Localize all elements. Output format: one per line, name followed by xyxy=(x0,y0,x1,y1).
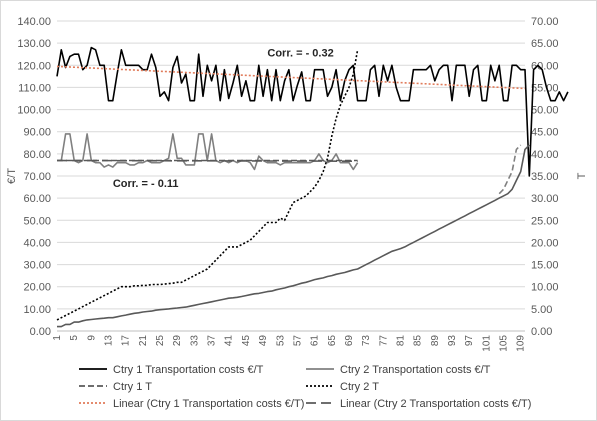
y2-tick-label: 40.00 xyxy=(531,149,559,161)
x-tick-label: 9 xyxy=(86,335,97,341)
y2-tick-label: 70.00 xyxy=(531,16,559,28)
legend-label: Ctry 1 T xyxy=(113,381,152,393)
y-tick-label: 50.00 xyxy=(23,215,51,227)
x-tick-label: 1 xyxy=(52,335,63,341)
series-line-linear-ctry-2-transportation-costs-t xyxy=(56,159,358,162)
y-tick-label: 0.00 xyxy=(30,326,51,338)
y-axis-title: €/T xyxy=(6,168,18,184)
x-tick-label: 33 xyxy=(189,335,200,347)
x-tick-label: 41 xyxy=(224,335,235,347)
series-line-ctry-2-t xyxy=(56,49,359,321)
y-tick-label: 140.00 xyxy=(17,16,51,28)
correlation-annotation: Corr. = - 0.11 xyxy=(113,178,179,190)
y-tick-label: 30.00 xyxy=(23,260,51,272)
x-tick-label: 85 xyxy=(413,335,424,347)
correlation-annotation: Corr. = - 0.32 xyxy=(267,47,333,59)
y-tick-label: 100.00 xyxy=(17,105,51,117)
x-tick-label: 109 xyxy=(516,335,527,352)
x-tick-label: 37 xyxy=(207,335,218,347)
y-tick-label: 40.00 xyxy=(23,237,51,249)
x-tick-label: 65 xyxy=(327,335,338,347)
series-line-6 xyxy=(57,144,530,328)
y-tick-label: 10.00 xyxy=(23,304,51,316)
legend-label: Linear (Ctry 1 Transportation costs €/T) xyxy=(113,398,304,410)
x-tick-label: 53 xyxy=(275,335,286,347)
y-tick-label: 70.00 xyxy=(23,171,51,183)
legend-label: Ctry 2 Transportation costs €/T xyxy=(340,364,491,376)
y2-tick-label: 10.00 xyxy=(531,282,559,294)
y2-tick-label: 55.00 xyxy=(531,82,559,94)
x-tick-label: 49 xyxy=(258,335,269,347)
x-tick-label: 97 xyxy=(464,335,475,347)
y2-tick-label: 20.00 xyxy=(531,237,559,249)
legend-label: Ctry 2 T xyxy=(340,381,379,393)
x-tick-label: 69 xyxy=(344,335,355,347)
y-tick-label: 80.00 xyxy=(23,149,51,161)
x-tick-label: 57 xyxy=(292,335,303,347)
y2-axis-title: T xyxy=(576,172,588,179)
series-line-ctry-1-transportation-costs-t xyxy=(56,46,569,177)
y2-tick-label: 65.00 xyxy=(531,38,559,50)
x-tick-label: 17 xyxy=(121,335,132,347)
series-line-7 xyxy=(498,144,522,195)
y-tick-label: 130.00 xyxy=(17,38,51,50)
y2-tick-label: 60.00 xyxy=(531,60,559,72)
legend-label: Linear (Ctry 2 Transportation costs €/T) xyxy=(340,398,531,410)
x-tick-label: 61 xyxy=(310,335,321,347)
x-tick-label: 73 xyxy=(361,335,372,347)
x-tick-label: 77 xyxy=(378,335,389,347)
y2-tick-label: 30.00 xyxy=(531,193,559,205)
y2-tick-label: 15.00 xyxy=(531,260,559,272)
y2-tick-label: 45.00 xyxy=(531,127,559,139)
y2-tick-label: 25.00 xyxy=(531,215,559,227)
y2-tick-label: 35.00 xyxy=(531,171,559,183)
y2-tick-label: 5.00 xyxy=(531,304,552,316)
x-tick-label: 81 xyxy=(395,335,406,347)
y-tick-label: 110.00 xyxy=(18,82,51,94)
x-tick-label: 89 xyxy=(430,335,441,347)
x-tick-label: 101 xyxy=(481,335,492,352)
y2-tick-label: 0.00 xyxy=(531,326,552,338)
x-tick-label: 45 xyxy=(241,335,252,347)
legend-label: Ctry 1 Transportation costs €/T xyxy=(113,364,264,376)
x-tick-label: 21 xyxy=(138,335,149,347)
y2-tick-label: 50.00 xyxy=(531,105,559,117)
x-tick-label: 5 xyxy=(69,335,80,341)
y-tick-label: 120.00 xyxy=(17,60,51,72)
y-tick-label: 90.00 xyxy=(23,127,51,139)
y-tick-label: 60.00 xyxy=(23,193,51,205)
x-tick-label: 13 xyxy=(104,335,115,347)
x-tick-label: 105 xyxy=(499,335,510,352)
x-tick-label: 25 xyxy=(155,335,166,347)
x-tick-label: 93 xyxy=(447,335,458,347)
x-tick-label: 29 xyxy=(172,335,183,347)
y-tick-label: 20.00 xyxy=(23,282,51,294)
series-line-ctry-2-transportation-costs-t xyxy=(57,133,359,171)
